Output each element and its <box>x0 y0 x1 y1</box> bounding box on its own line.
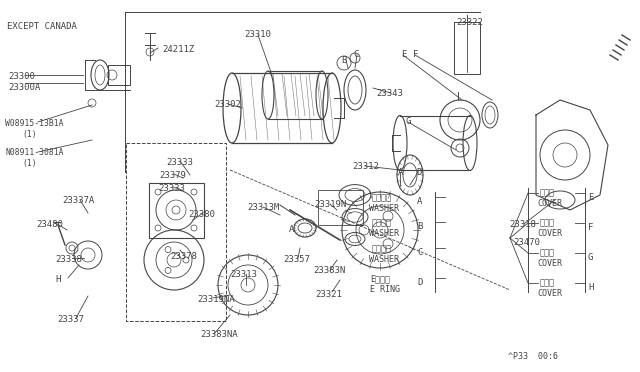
Bar <box>108 65 130 85</box>
Text: A: A <box>289 225 294 234</box>
Text: WASHER: WASHER <box>369 229 399 238</box>
Text: 23470: 23470 <box>513 238 540 247</box>
Text: 23333: 23333 <box>166 158 193 167</box>
Text: D: D <box>416 168 421 177</box>
Text: ワッシャ: ワッシャ <box>372 218 392 227</box>
Text: E: E <box>588 193 593 202</box>
Text: 23321: 23321 <box>315 290 342 299</box>
Text: 23337A: 23337A <box>62 196 94 205</box>
Text: G: G <box>406 117 412 126</box>
Text: COVER: COVER <box>537 289 562 298</box>
Text: 23322: 23322 <box>456 18 483 27</box>
Text: WASHER: WASHER <box>369 204 399 213</box>
Text: 23310: 23310 <box>244 30 271 39</box>
Text: カバー: カバー <box>540 278 555 287</box>
Text: W08915-13B1A: W08915-13B1A <box>5 119 63 128</box>
Text: 23319N: 23319N <box>314 200 346 209</box>
Text: C: C <box>417 248 422 257</box>
Bar <box>126 143 226 321</box>
Text: カバー: カバー <box>540 218 555 227</box>
Text: 23300: 23300 <box>8 72 35 81</box>
Text: COVER: COVER <box>537 229 562 238</box>
Text: 23313M: 23313M <box>247 203 279 212</box>
Bar <box>149 183 204 238</box>
Bar <box>318 190 363 225</box>
Text: N08911-3081A: N08911-3081A <box>5 148 63 157</box>
Text: F: F <box>413 50 419 59</box>
Text: カバー: カバー <box>540 188 555 197</box>
Text: C: C <box>353 50 358 59</box>
Text: COVER: COVER <box>537 259 562 268</box>
Text: A: A <box>398 168 403 177</box>
Text: G: G <box>588 253 593 262</box>
Text: (1): (1) <box>22 130 36 139</box>
Text: ワッシャ: ワッシャ <box>372 193 392 202</box>
Text: カバー: カバー <box>540 248 555 257</box>
Text: B: B <box>341 56 346 65</box>
Text: COVER: COVER <box>537 199 562 208</box>
Text: ^P33  00:6: ^P33 00:6 <box>508 352 558 361</box>
Text: 23379: 23379 <box>159 171 186 180</box>
Text: 23337: 23337 <box>57 315 84 324</box>
Bar <box>454 22 480 74</box>
Text: 23302: 23302 <box>214 100 241 109</box>
Text: (1): (1) <box>22 159 36 168</box>
Text: E RING: E RING <box>370 285 400 294</box>
Text: 23313: 23313 <box>230 270 257 279</box>
Text: 23383NA: 23383NA <box>200 330 237 339</box>
Text: WASHER: WASHER <box>369 255 399 264</box>
Text: 23380: 23380 <box>188 210 215 219</box>
Text: H: H <box>55 275 60 284</box>
Text: 23378: 23378 <box>170 252 197 261</box>
Text: 23312: 23312 <box>352 162 379 171</box>
Text: 23480: 23480 <box>36 220 63 229</box>
Text: ワッシャ: ワッシャ <box>372 244 392 253</box>
Text: 23338: 23338 <box>55 255 82 264</box>
Text: 23343: 23343 <box>376 89 403 98</box>
Text: 24211Z: 24211Z <box>162 45 195 54</box>
Text: H: H <box>588 283 593 292</box>
Text: F: F <box>588 223 593 232</box>
Text: 23383N: 23383N <box>313 266 345 275</box>
Text: A: A <box>417 197 422 206</box>
Text: 23357: 23357 <box>283 255 310 264</box>
Text: EXCEPT CANADA: EXCEPT CANADA <box>7 22 77 31</box>
Text: D: D <box>417 278 422 287</box>
Text: E: E <box>401 50 406 59</box>
Text: Eリング: Eリング <box>370 274 390 283</box>
Text: 23319NA: 23319NA <box>197 295 235 304</box>
Text: B: B <box>417 222 422 231</box>
Text: 23300A: 23300A <box>8 83 40 92</box>
Text: 23318: 23318 <box>509 220 536 229</box>
Text: 23333: 23333 <box>158 184 185 193</box>
